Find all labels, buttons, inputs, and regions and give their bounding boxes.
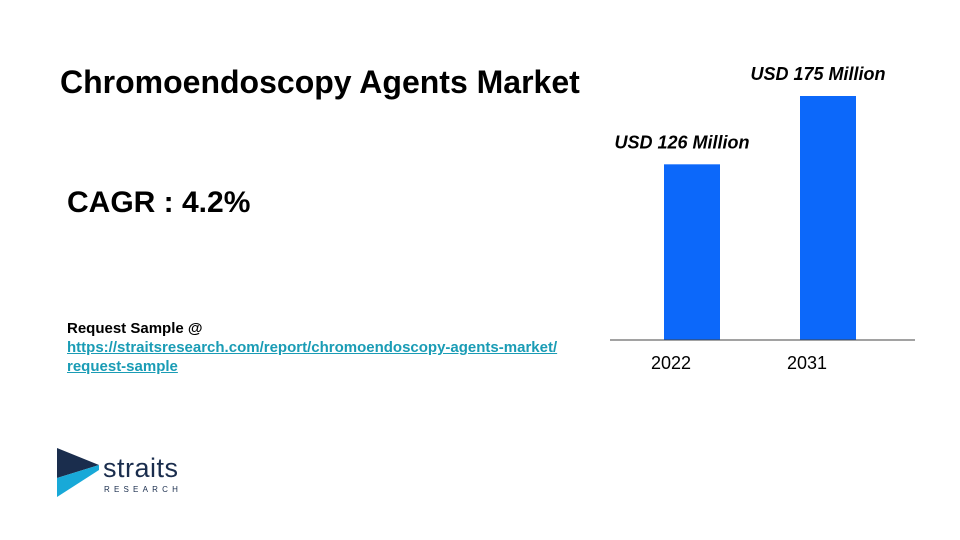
request-sample-link-line2: request-sample	[67, 358, 178, 375]
request-sample-link[interactable]: https://straitsresearch.com/report/chrom…	[67, 338, 607, 376]
request-sample-link-line1: https://straitsresearch.com/report/chrom…	[67, 339, 558, 356]
market-bar-chart: USD 126 Million 2022 USD 175 Million 2031	[610, 64, 915, 373]
logo-subtitle: RESEARCH	[104, 485, 183, 494]
straits-logo-icon	[57, 448, 99, 497]
bar-2022	[664, 164, 720, 340]
page-title: Chromoendoscopy Agents Market	[60, 64, 580, 100]
bar-2031	[800, 96, 856, 340]
x-tick-label-2031: 2031	[787, 353, 827, 373]
x-tick-label-2022: 2022	[651, 353, 691, 373]
cagr-text: CAGR : 4.2%	[67, 186, 251, 219]
bars-group: USD 126 Million 2022 USD 175 Million 2031	[614, 64, 885, 373]
request-sample-label: Request Sample @	[67, 320, 203, 337]
data-label-2031: USD 175 Million	[750, 64, 885, 84]
logo-name: straits	[103, 453, 179, 483]
data-label-2022: USD 126 Million	[614, 132, 749, 152]
request-sample-block: Request Sample @ https://straitsresearch…	[67, 319, 607, 376]
